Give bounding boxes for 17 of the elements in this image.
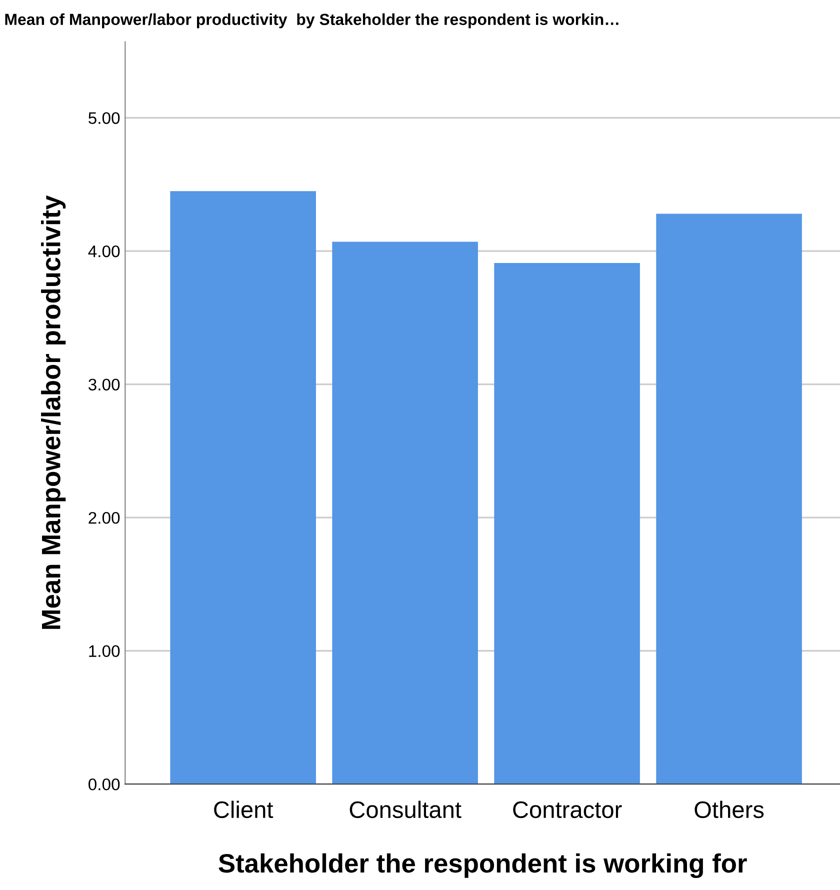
y-tick-label: 3.00	[88, 378, 120, 391]
x-tick-label: Client	[214, 800, 274, 818]
bar	[494, 263, 640, 784]
y-tick-label: 2.00	[88, 512, 120, 524]
bar	[332, 242, 478, 784]
y-tick-label: 0.00	[88, 778, 120, 790]
x-tick-label: Others	[694, 800, 764, 818]
chart-title: Mean of Manpower/labor productivity by Stakeholder the respondent is workin…	[5, 13, 618, 28]
x-tick-label: Contractor	[513, 801, 622, 818]
x-axis-title: Stakeholder the respondent is working for	[218, 853, 747, 878]
bar	[656, 214, 802, 784]
y-tick-label: 5.00	[88, 112, 120, 124]
bar	[170, 191, 316, 784]
y-axis-title: Mean Manpower/labor productivity	[41, 195, 66, 629]
x-tick-label: Consultant	[350, 800, 462, 818]
y-tick-label: 4.00	[88, 245, 120, 258]
y-tick-label: 1.00	[89, 645, 120, 658]
